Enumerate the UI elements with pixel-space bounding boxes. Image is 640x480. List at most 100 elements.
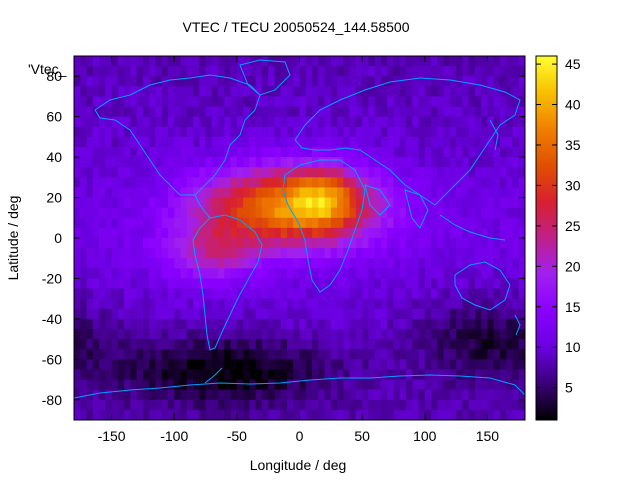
heatmap-cell (167, 278, 175, 290)
heatmap-cell (86, 268, 94, 280)
heatmap-cell (99, 106, 106, 118)
heatmap-cell (362, 96, 369, 108)
heatmap-cell (299, 157, 307, 168)
heatmap-cell (418, 86, 426, 98)
heatmap-cell (268, 248, 276, 259)
heatmap-cell (506, 318, 514, 330)
heatmap-cell (305, 278, 313, 290)
heatmap-cell (368, 379, 376, 391)
heatmap-cell (174, 359, 182, 371)
heatmap-cell (99, 318, 106, 330)
heatmap-cell (124, 56, 131, 67)
heatmap-cell (343, 167, 351, 178)
heatmap-cell (180, 197, 188, 209)
heatmap-cell (236, 106, 244, 118)
heatmap-cell (493, 126, 501, 138)
y-tick-label: 0 (54, 230, 62, 246)
heatmap-cell (443, 136, 451, 148)
heatmap-cell (180, 136, 188, 148)
heatmap-cell (481, 56, 489, 67)
heatmap-cell (449, 258, 457, 269)
heatmap-cell (355, 359, 363, 371)
heatmap-cell (318, 369, 326, 381)
heatmap-cell (437, 66, 445, 77)
heatmap-cell (399, 187, 407, 199)
heatmap-cell (193, 238, 200, 249)
heatmap-cell (299, 329, 307, 340)
heatmap-cell (355, 379, 363, 391)
heatmap-cell (236, 157, 244, 168)
heatmap-cell (399, 339, 407, 350)
heatmap-cell (518, 268, 525, 280)
heatmap-cell (105, 136, 113, 148)
heatmap-cell (230, 96, 238, 108)
heatmap-cell (312, 177, 319, 189)
heatmap-cell (493, 349, 501, 360)
heatmap-cell (449, 136, 457, 148)
heatmap-cell (199, 339, 207, 350)
heatmap-cell (393, 318, 401, 330)
heatmap-cell (167, 157, 175, 168)
heatmap-cell (506, 389, 514, 401)
heatmap-cell (136, 369, 144, 381)
heatmap-cell (380, 147, 388, 158)
heatmap-cell (180, 329, 188, 340)
heatmap-cell (105, 359, 113, 371)
heatmap-cell (449, 268, 457, 280)
heatmap-cell (205, 96, 213, 108)
heatmap-cell (437, 359, 445, 371)
heatmap-cell (280, 339, 288, 350)
heatmap-cell (456, 399, 463, 411)
heatmap-cell (180, 207, 188, 219)
y-axis-label: Latitude / deg (5, 196, 21, 281)
heatmap-cell (312, 369, 319, 381)
heatmap-cell (512, 298, 520, 310)
heatmap-cell (111, 389, 119, 401)
heatmap-cell (99, 147, 106, 158)
heatmap-cell (418, 339, 426, 350)
heatmap-cell (424, 258, 432, 269)
x-axis-label: Longitude / deg (250, 457, 347, 473)
heatmap-cell (86, 379, 94, 391)
heatmap-cell (318, 278, 326, 290)
heatmap-cell (293, 106, 301, 118)
heatmap-cell (493, 409, 501, 420)
heatmap-cell (130, 288, 138, 300)
heatmap-cell (481, 329, 489, 340)
heatmap-cell (299, 227, 307, 239)
heatmap-cell (268, 369, 276, 381)
heatmap-cell (74, 409, 81, 420)
heatmap-cell (174, 409, 182, 420)
heatmap-cell (405, 197, 413, 209)
heatmap-cell (437, 217, 445, 229)
heatmap-cell (318, 56, 326, 67)
heatmap-cell (506, 359, 514, 371)
heatmap-cell (518, 389, 525, 401)
heatmap-cell (462, 136, 470, 148)
heatmap-cell (193, 126, 200, 138)
heatmap-cell (161, 339, 169, 350)
heatmap-cell (136, 147, 144, 158)
heatmap-cell (449, 308, 457, 320)
heatmap-cell (161, 157, 169, 168)
heatmap-cell (261, 409, 269, 420)
heatmap-cell (268, 86, 276, 98)
heatmap-cell (443, 157, 451, 168)
heatmap-cell (261, 167, 269, 178)
heatmap-cell (155, 207, 163, 219)
heatmap-cell (437, 288, 445, 300)
heatmap-cell (424, 207, 432, 219)
heatmap-cell (280, 389, 288, 401)
heatmap-cell (487, 298, 495, 310)
x-tick-label: 150 (476, 428, 500, 444)
heatmap-cell (117, 258, 125, 269)
heatmap-cell (468, 167, 476, 178)
heatmap-cell (437, 308, 445, 320)
heatmap-cell (324, 96, 332, 108)
heatmap-cell (211, 268, 219, 280)
heatmap-cell (149, 359, 157, 371)
heatmap-cell (499, 227, 507, 239)
x-tick-label: 50 (354, 428, 370, 444)
heatmap-cell (193, 248, 200, 259)
heatmap-cell (312, 217, 319, 229)
